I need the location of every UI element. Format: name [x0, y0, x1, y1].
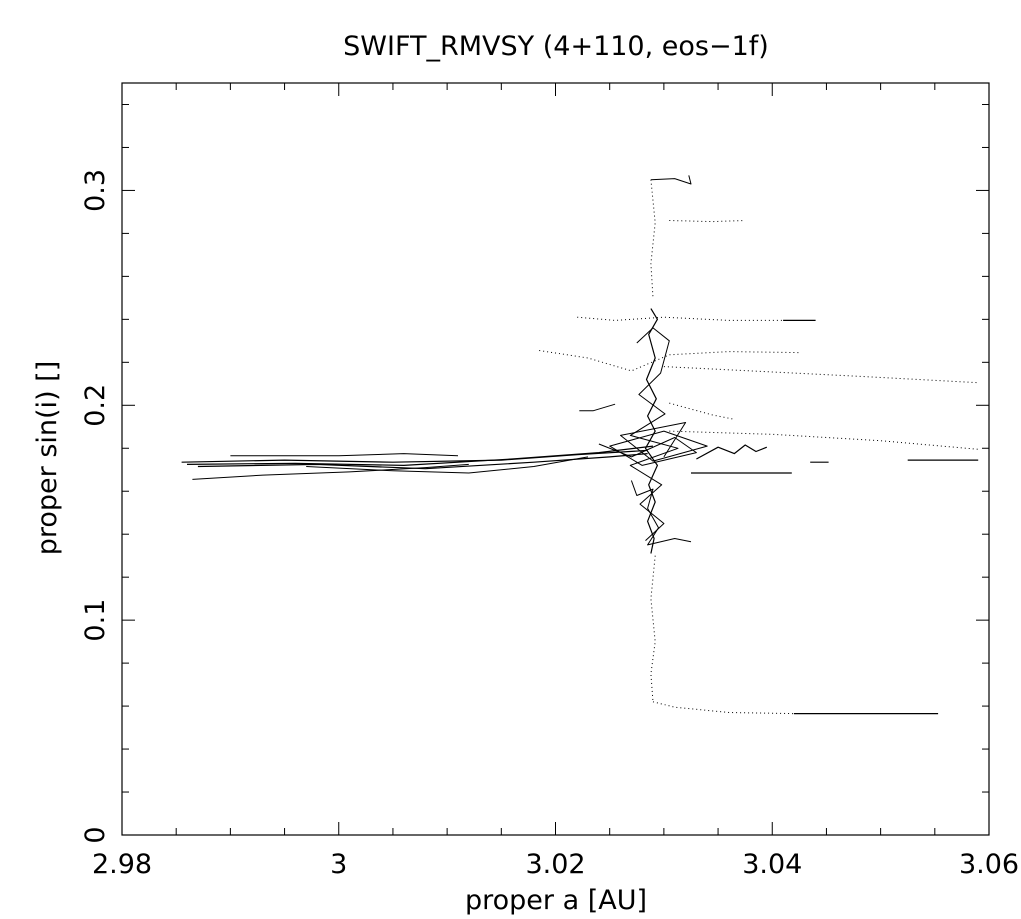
trajectory-series-6: [644, 308, 658, 554]
x-tick-label: 3.06: [959, 849, 1019, 880]
trajectory-series-17: [669, 402, 735, 420]
x-tick-label: 3.02: [525, 849, 585, 880]
trajectory-series-16: [663, 366, 979, 384]
x-tick-label: 3: [330, 849, 347, 880]
trajectory-series-10: [650, 179, 656, 298]
trajectory-series-15: [539, 350, 800, 372]
plot-frame: [121, 82, 990, 836]
x-tick-label: 2.98: [92, 849, 152, 880]
y-tick-label: 0: [80, 826, 111, 843]
trajectory-series-18: [579, 403, 616, 412]
trajectory-series-25: [652, 701, 794, 715]
trajectory-series-4: [230, 453, 459, 457]
trajectory-series-13: [577, 316, 784, 321]
series-layer: [181, 175, 979, 715]
trajectory-series-3: [192, 463, 469, 480]
trajectory-series-9: [630, 480, 692, 546]
trajectory-series-5: [306, 456, 589, 474]
x-axis-label: proper a [AU]: [465, 885, 647, 916]
trajectory-series-1: [186, 445, 654, 466]
y-tick-label: 0.2: [80, 384, 111, 427]
trajectory-series-24: [650, 555, 656, 702]
chart-title: SWIFT_RMVSY (4+110, eos−1f): [343, 31, 769, 62]
trajectory-series-20: [696, 444, 768, 460]
ticks-layer: 2.98 3 3.02 3.04 3.06 0 0.1 0.2 0.3: [80, 83, 1019, 880]
y-axis-label: proper sin(i) []: [32, 361, 63, 556]
trajectory-series-11: [650, 175, 692, 185]
x-tick-label: 3.04: [742, 849, 802, 880]
trajectory-series-8: [598, 422, 708, 466]
y-tick-label: 0.3: [80, 169, 111, 212]
trajectory-series-7: [629, 327, 679, 541]
trajectory-series-12: [669, 220, 746, 223]
trajectory-series-2: [197, 453, 648, 470]
y-tick-label: 0.1: [80, 599, 111, 642]
trajectory-series-0: [181, 449, 648, 463]
trajectory-series-19: [669, 430, 979, 450]
